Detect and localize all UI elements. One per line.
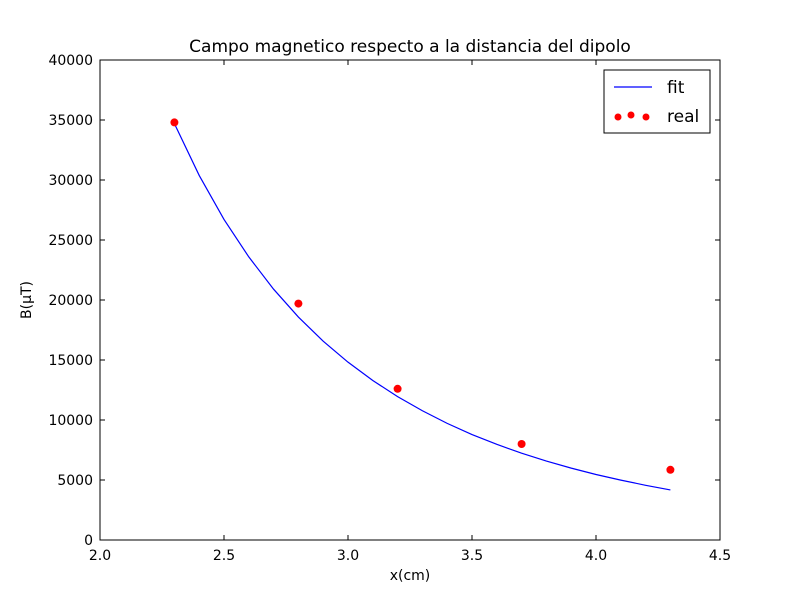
y-tick-label: 30000 xyxy=(48,173,93,189)
y-tick-label: 15000 xyxy=(48,353,93,369)
legend-real-swatch-1 xyxy=(614,113,622,121)
x-axis-label: x(cm) xyxy=(390,568,431,584)
legend-real-swatch-2 xyxy=(627,111,635,119)
x-tick-label: 4.5 xyxy=(709,548,731,564)
y-tick-label: 20000 xyxy=(48,293,93,309)
series-real-point xyxy=(170,118,179,127)
y-tick-label: 35000 xyxy=(48,113,93,129)
series-real-point xyxy=(517,440,526,448)
x-tick-label: 2.5 xyxy=(213,548,235,564)
legend-box xyxy=(603,69,711,134)
x-tick-label: 4.0 xyxy=(585,548,607,564)
y-tick-label: 0 xyxy=(84,533,93,549)
x-tick-label: 3.0 xyxy=(337,548,359,564)
y-tick-label: 10000 xyxy=(48,413,93,429)
chart-title: Campo magnetico respecto a la distancia … xyxy=(189,37,631,57)
series-real-point xyxy=(393,384,402,393)
legend: fit real xyxy=(603,69,711,134)
y-axis: 0 5000 10000 15000 20000 25000 30000 35000 40000 xyxy=(48,53,720,549)
x-axis: 2.0 2.5 3.0 3.5 4.0 4.5 xyxy=(89,60,731,564)
x-tick-label: 3.5 xyxy=(461,548,483,564)
plot-area xyxy=(170,118,675,491)
y-tick-label: 40000 xyxy=(48,53,93,69)
series-real-point xyxy=(294,299,303,308)
y-axis-label: B(μT) xyxy=(19,281,35,319)
series-real-point xyxy=(666,465,675,474)
y-tick-label: 5000 xyxy=(57,473,93,489)
y-tick-label: 25000 xyxy=(48,233,93,249)
legend-real-swatch-3 xyxy=(642,113,650,121)
x-tick-label: 2.0 xyxy=(89,548,111,564)
series-fit-line xyxy=(173,123,671,491)
legend-real-label: real xyxy=(667,107,699,127)
legend-fit-label: fit xyxy=(667,78,685,98)
